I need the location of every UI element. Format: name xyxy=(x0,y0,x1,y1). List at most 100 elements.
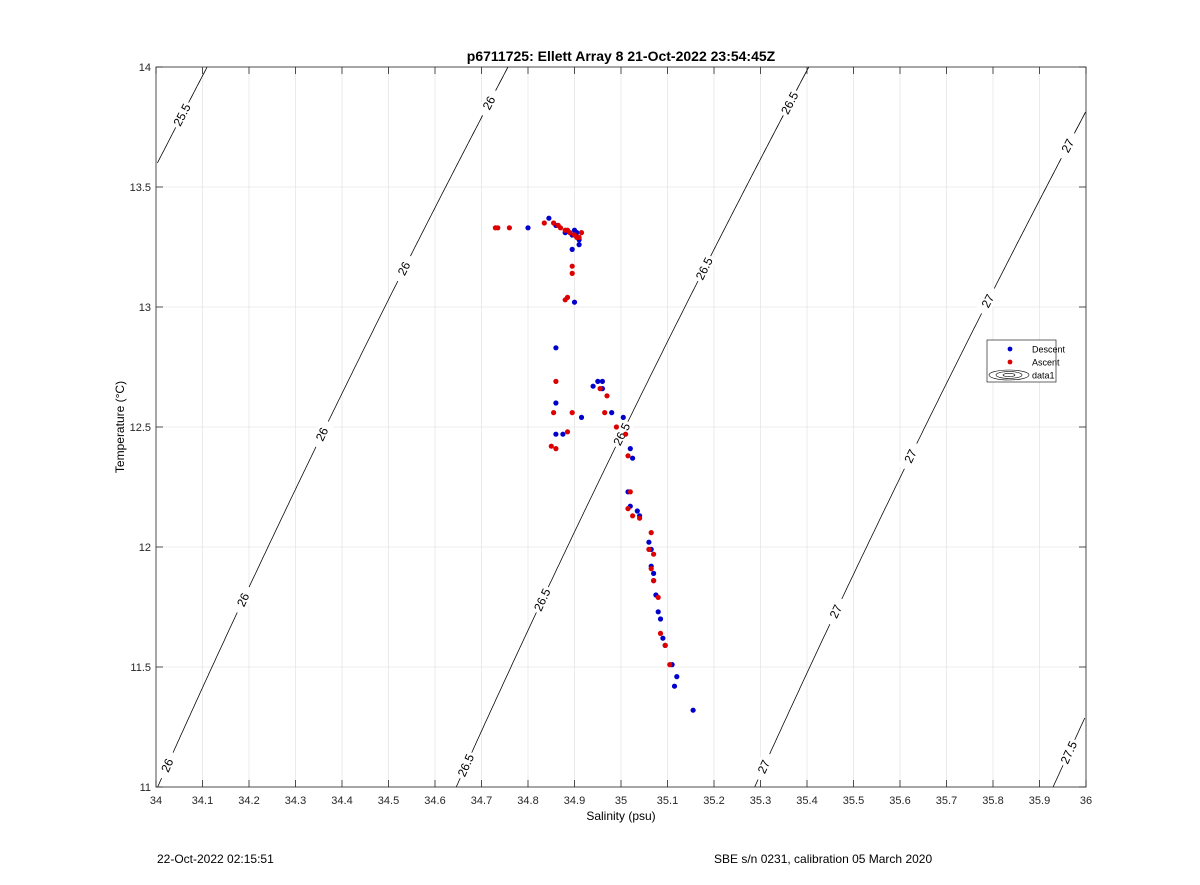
x-tick-label: 35.2 xyxy=(703,795,724,807)
x-tick-label: 35.9 xyxy=(1029,795,1050,807)
x-tick-label: 34.3 xyxy=(285,795,306,807)
point-ascent xyxy=(630,513,636,519)
point-descent xyxy=(651,570,657,577)
contour-label-bg xyxy=(823,595,849,628)
contour-label-bg xyxy=(1056,736,1082,769)
point-descent xyxy=(599,378,606,384)
point-descent xyxy=(690,707,696,713)
y-tick-label: 11 xyxy=(140,782,151,794)
x-tick-label: 35.1 xyxy=(657,795,678,807)
legend-contour-icon xyxy=(995,371,1023,379)
point-ascent xyxy=(613,424,620,430)
x-tick-label: 34.1 xyxy=(192,795,213,807)
point-descent xyxy=(553,431,559,437)
point-descent xyxy=(595,378,601,384)
point-ascent xyxy=(541,220,547,226)
y-tick-label: 13.5 xyxy=(130,182,151,194)
point-ascent xyxy=(623,431,629,437)
x-tick-label: 35.8 xyxy=(982,795,1003,807)
contour-label-bg xyxy=(609,418,635,450)
data-points xyxy=(492,215,696,713)
point-ascent xyxy=(655,594,661,601)
legend-contour-icon xyxy=(1002,373,1016,377)
x-tick-label: 35.7 xyxy=(936,795,957,807)
legend: Descent Ascent data1 xyxy=(986,339,1066,383)
point-descent xyxy=(657,616,664,622)
point-ascent xyxy=(578,230,585,236)
point-descent xyxy=(660,635,666,641)
footer-calibration: SBE s/n 0231, calibration 05 March 2020 xyxy=(714,852,933,866)
point-descent xyxy=(546,215,552,221)
x-tick-label: 35.3 xyxy=(750,795,771,807)
y-axis-label: Temperature (°C) xyxy=(113,381,127,473)
x-tick-label: 35.5 xyxy=(843,795,864,807)
contour-label: 26 xyxy=(158,756,176,774)
contour-label: 27 xyxy=(755,758,773,776)
point-descent xyxy=(655,609,661,615)
point-descent xyxy=(590,383,596,389)
point-ascent xyxy=(569,270,575,276)
legend-marker-descent xyxy=(1007,346,1013,352)
point-descent xyxy=(525,225,531,231)
point-ascent xyxy=(625,453,631,459)
point-descent xyxy=(553,345,559,351)
x-tick-label: 35 xyxy=(615,795,627,807)
y-tick-label: 11.5 xyxy=(130,662,151,674)
contour-label: 26 xyxy=(313,425,332,443)
point-ascent xyxy=(569,410,575,416)
point-descent xyxy=(576,242,582,248)
y-tick-label: 12.5 xyxy=(130,422,151,434)
point-descent xyxy=(620,414,626,420)
contour-label: 26 xyxy=(234,591,252,609)
contour-label-bg xyxy=(391,252,417,285)
point-ascent xyxy=(637,515,643,521)
point-ascent xyxy=(562,297,568,303)
contour-label-bg xyxy=(898,440,924,472)
y-tick-label: 14 xyxy=(139,62,151,74)
point-ascent xyxy=(625,506,631,512)
point-ascent xyxy=(567,230,573,236)
point-ascent xyxy=(551,410,557,416)
contour-label-bg xyxy=(476,87,502,119)
legend-box xyxy=(986,339,1057,383)
contour-label: 27 xyxy=(901,447,920,465)
point-ascent xyxy=(648,566,654,572)
y-tick-label: 12 xyxy=(139,542,151,554)
point-ascent xyxy=(597,386,603,392)
x-tick-label: 34.5 xyxy=(378,795,399,807)
legend-label: data1 xyxy=(1032,371,1055,381)
point-ascent xyxy=(506,225,512,231)
x-tick-label: 34.2 xyxy=(238,795,259,807)
point-ascent xyxy=(646,546,652,553)
point-ascent xyxy=(576,234,582,240)
x-tick-label: 36 xyxy=(1080,795,1092,807)
point-ascent xyxy=(553,378,559,384)
point-ascent xyxy=(551,220,557,226)
contour-label-bg xyxy=(230,584,256,616)
contour-label: 26 xyxy=(480,94,499,113)
contour-label-bg xyxy=(309,418,335,450)
point-ascent xyxy=(548,443,554,449)
y-tick-label: 13 xyxy=(139,302,151,314)
contour-label: 26 xyxy=(395,259,414,278)
contour-label-bg xyxy=(751,751,777,783)
legend-marker-ascent xyxy=(1007,359,1013,365)
x-tick-label: 35.6 xyxy=(889,795,910,807)
x-tick-label: 34 xyxy=(150,795,162,807)
contour-label-bg xyxy=(691,252,717,285)
point-descent xyxy=(646,539,652,545)
chart-title: p6711725: Ellett Array 8 21-Oct-2022 23:… xyxy=(467,48,776,64)
point-descent xyxy=(634,508,640,514)
point-ascent xyxy=(602,410,608,416)
point-ascent xyxy=(648,530,654,536)
point-descent xyxy=(671,683,678,689)
legend-label: Descent xyxy=(1032,345,1066,355)
point-ascent xyxy=(553,446,559,452)
legend-contour-icon xyxy=(988,369,1030,381)
contour-label-bg xyxy=(169,99,195,131)
point-ascent xyxy=(564,429,571,435)
contour-label: 27 xyxy=(979,292,998,311)
point-ascent xyxy=(651,551,657,557)
point-descent xyxy=(569,246,575,252)
x-axis-label: Salinity (psu) xyxy=(586,809,655,823)
